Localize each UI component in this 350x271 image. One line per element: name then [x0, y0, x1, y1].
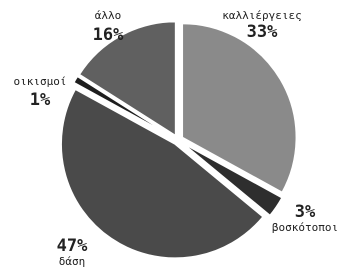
- slice-name: δάση: [59, 255, 86, 268]
- slice-name: άλλο: [95, 9, 122, 22]
- slice-percent: 47%: [57, 236, 88, 256]
- slice-percent: 3%: [295, 202, 316, 222]
- slice-name: βοσκότοποι: [272, 221, 338, 234]
- slice-percent: 33%: [247, 22, 278, 42]
- chart: καλλιέργειες33% βοσκότοποι3% δάση47% οικισμ…: [0, 0, 350, 271]
- slice-percent: 16%: [93, 25, 124, 45]
- slice-name: οικισμοί: [14, 75, 67, 88]
- slice-name: καλλιέργειες: [222, 9, 301, 22]
- slice-percent: 1%: [30, 90, 51, 110]
